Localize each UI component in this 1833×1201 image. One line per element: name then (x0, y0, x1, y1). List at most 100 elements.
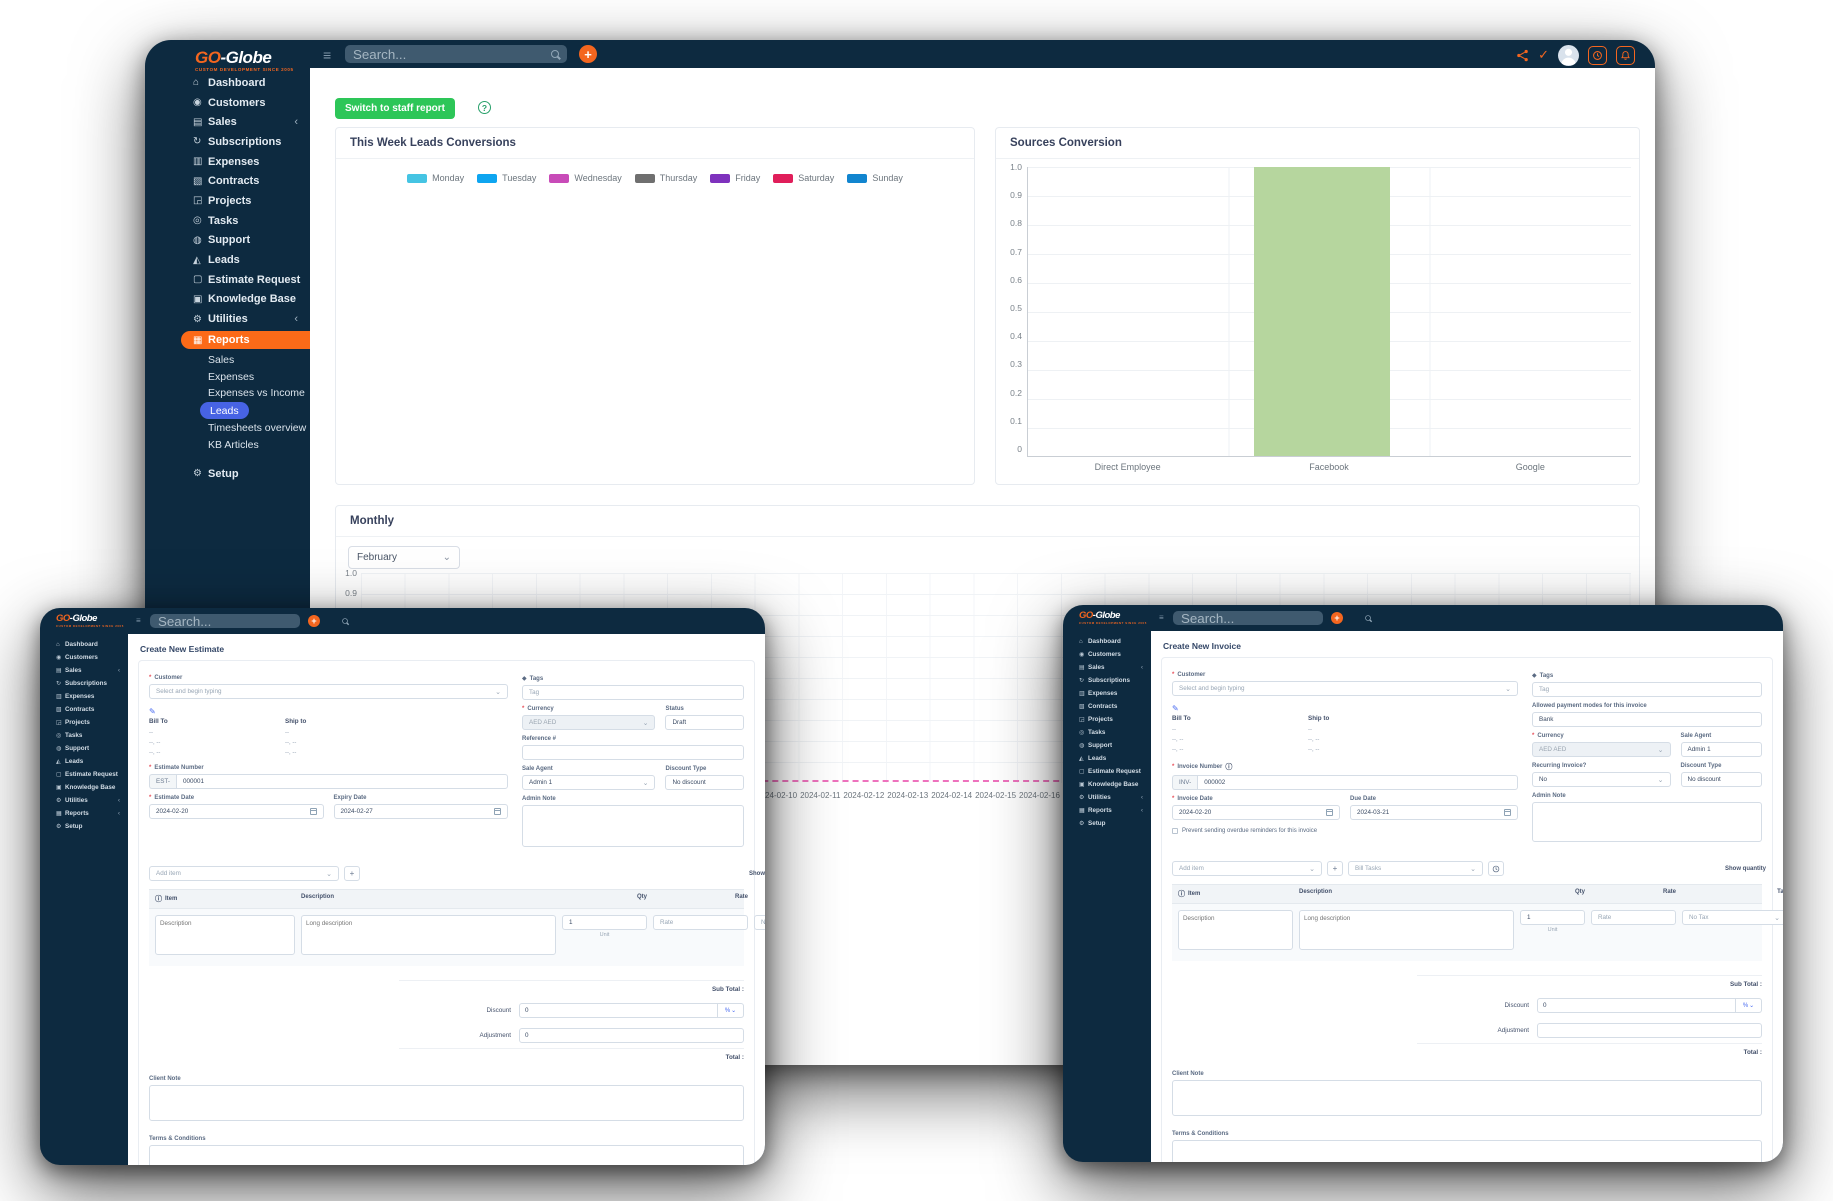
admin-note-textarea[interactable] (522, 805, 744, 847)
search-bar[interactable] (345, 45, 567, 63)
facebook-bar[interactable] (1254, 167, 1390, 456)
reference-input[interactable] (522, 745, 744, 760)
sidebar-item[interactable]: ◉ Customers (145, 93, 310, 113)
legend-item[interactable]: Thursday (634, 173, 697, 183)
sidebar-item[interactable]: ◎ Tasks (40, 729, 128, 742)
sidebar-item[interactable]: ◭ Leads (145, 250, 310, 270)
quick-add-button[interactable]: + (308, 615, 320, 627)
sidebar-item[interactable]: ▣ Knowledge Base (40, 781, 128, 794)
submenu-item[interactable]: Expenses vs Income (145, 385, 310, 401)
sidebar-item[interactable]: ◍ Support (145, 231, 310, 251)
terms-textarea[interactable] (149, 1145, 744, 1165)
sidebar-item[interactable]: ⚙ Setup (1063, 817, 1151, 830)
add-item-button[interactable]: + (1327, 861, 1343, 876)
sidebar-item[interactable]: ▥ Expenses (40, 690, 128, 703)
invoice-date-input[interactable]: 2024-02-20 (1172, 804, 1340, 820)
legend-item[interactable]: Tuesday (477, 173, 536, 183)
sidebar-item[interactable]: ▢ Estimate Request (1063, 765, 1151, 778)
client-note-textarea[interactable] (1172, 1080, 1762, 1116)
sale-agent-select[interactable]: Admin 1 (1680, 742, 1762, 757)
sidebar-item[interactable]: ▧ Contracts (40, 703, 128, 716)
notifications-button[interactable] (1616, 45, 1635, 65)
customer-select[interactable]: Select and begin typing ⌄ (1172, 681, 1518, 696)
sidebar-item[interactable]: ⚙ Utilities ‹ (1063, 791, 1151, 804)
rate-input[interactable]: Rate (653, 915, 748, 930)
menu-toggle-icon[interactable]: ≡ (323, 47, 332, 63)
sidebar-item[interactable]: ◲ Projects (40, 716, 128, 729)
sidebar-item[interactable]: ▦ Reports ‹ (40, 807, 128, 820)
edit-address-icon[interactable]: ✎ (149, 707, 156, 716)
legend-item[interactable]: Sunday (847, 173, 903, 183)
item-description-textarea[interactable] (155, 915, 295, 955)
sidebar-item[interactable]: ▥ Expenses (1063, 687, 1151, 700)
submenu-item[interactable]: Expenses (145, 368, 310, 384)
sidebar-item[interactable]: ◎ Tasks (145, 211, 310, 231)
tax-select[interactable]: No Tax (754, 915, 765, 930)
adjustment-input[interactable] (1537, 1023, 1762, 1038)
currency-select[interactable]: AED AED ⌄ (1532, 742, 1671, 757)
currency-select[interactable]: AED AED ⌄ (522, 715, 656, 730)
sidebar-item[interactable]: ▤ Sales ‹ (1063, 661, 1151, 674)
sale-agent-select[interactable]: Admin 1 ⌄ (522, 775, 656, 790)
add-item-button[interactable]: + (344, 866, 360, 881)
quick-add-button[interactable]: + (1331, 612, 1343, 624)
due-date-input[interactable]: 2024-03-21 (1350, 804, 1518, 820)
legend-item[interactable]: Wednesday (549, 173, 622, 183)
sidebar-item[interactable]: ↻ Subscriptions (40, 677, 128, 690)
menu-toggle-icon[interactable]: ≡ (136, 616, 141, 625)
quick-add-button[interactable]: + (579, 45, 597, 63)
qty-input[interactable]: 1 (562, 915, 647, 930)
sidebar-item[interactable]: ◲ Projects (1063, 713, 1151, 726)
discount-type-select[interactable]: No discount (1680, 772, 1762, 787)
sidebar-item[interactable]: ▣ Knowledge Base (145, 290, 310, 310)
overdue-reminder-checkbox[interactable] (1172, 827, 1178, 834)
sidebar-item[interactable]: ▦ Reports ‹ (1063, 804, 1151, 817)
help-icon[interactable]: ? (478, 101, 491, 114)
sidebar-item[interactable]: ▤ Sales ‹ (145, 112, 310, 132)
client-note-textarea[interactable] (149, 1085, 744, 1121)
month-select[interactable]: February ⌄ (348, 546, 460, 569)
sidebar-item[interactable]: ▣ Knowledge Base (1063, 778, 1151, 791)
search-input[interactable] (1181, 610, 1358, 626)
legend-item[interactable]: Monday (407, 173, 464, 183)
share-icon[interactable] (1516, 49, 1529, 62)
sidebar-item[interactable]: ◭ Leads (40, 755, 128, 768)
sidebar-item-setup[interactable]: ⚙ Setup (145, 464, 310, 484)
sidebar-item[interactable]: ▥ Expenses (145, 152, 310, 172)
bill-tasks-select[interactable]: Bill Tasks ⌄ (1348, 861, 1483, 876)
discount-input[interactable] (1537, 998, 1736, 1013)
bill-timesheet-button[interactable] (1488, 861, 1504, 876)
sidebar-item[interactable]: ◭ Leads (1063, 752, 1151, 765)
timer-button[interactable] (1588, 45, 1607, 65)
legend-item[interactable]: Friday (710, 173, 760, 183)
sidebar-item[interactable]: ⚙ Setup (40, 820, 128, 833)
adjustment-input[interactable] (519, 1028, 744, 1043)
search-input[interactable] (158, 613, 335, 629)
sidebar-item[interactable]: ▤ Sales ‹ (40, 664, 128, 677)
tax-select[interactable]: No Tax ⌄ (1682, 910, 1783, 925)
status-select[interactable]: Draft (665, 715, 744, 730)
sidebar-item[interactable]: ◉ Customers (40, 651, 128, 664)
sidebar-item[interactable]: ↻ Subscriptions (145, 132, 310, 152)
submenu-item[interactable]: Sales (145, 352, 310, 368)
legend-item[interactable]: Saturday (773, 173, 834, 183)
sidebar-item[interactable]: ◲ Projects (145, 191, 310, 211)
sidebar-item[interactable]: ◍ Support (40, 742, 128, 755)
search-input[interactable] (353, 46, 545, 62)
estimate-number-input[interactable]: 000001 (176, 773, 508, 789)
item-long-description-textarea[interactable] (301, 915, 556, 955)
tags-input[interactable]: Tag (522, 685, 744, 700)
admin-note-textarea[interactable] (1532, 802, 1762, 842)
add-item-select[interactable]: Add item ⌄ (1172, 861, 1322, 876)
item-long-description-textarea[interactable] (1299, 910, 1514, 950)
qty-input[interactable]: 1 (1520, 910, 1585, 925)
discount-unit-select[interactable]: % ⌄ (1736, 998, 1762, 1013)
sidebar-item[interactable]: ⌂ Dashboard (145, 73, 310, 93)
sidebar-item[interactable]: ⚙ Utilities ‹ (145, 309, 310, 329)
payment-modes-select[interactable]: Bank (1532, 712, 1762, 727)
search-bar[interactable] (150, 613, 348, 629)
submenu-item[interactable]: Timesheets overview (145, 420, 310, 436)
rate-input[interactable]: Rate (1591, 910, 1676, 925)
terms-textarea[interactable] (1172, 1140, 1762, 1162)
submenu-item[interactable]: Leads (145, 401, 310, 420)
